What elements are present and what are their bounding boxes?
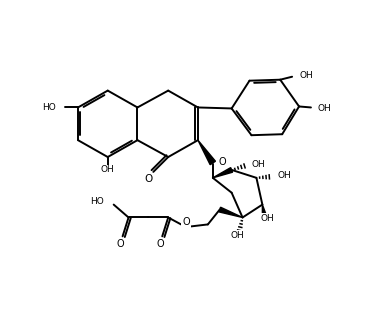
Text: HO: HO xyxy=(90,197,104,206)
Polygon shape xyxy=(198,140,215,165)
Text: HO: HO xyxy=(42,103,56,112)
Text: O: O xyxy=(219,157,227,167)
Text: OH: OH xyxy=(277,171,291,180)
Text: O: O xyxy=(144,174,152,184)
Text: OH: OH xyxy=(261,214,274,223)
Text: OH: OH xyxy=(299,71,313,80)
Text: O: O xyxy=(157,239,164,249)
Polygon shape xyxy=(262,204,266,216)
Text: OH: OH xyxy=(251,161,265,169)
Text: OH: OH xyxy=(101,165,115,174)
Text: OH: OH xyxy=(318,104,332,113)
Text: O: O xyxy=(182,218,190,227)
Text: OH: OH xyxy=(231,231,244,240)
Polygon shape xyxy=(213,168,233,178)
Text: O: O xyxy=(117,239,125,249)
Polygon shape xyxy=(219,207,243,218)
